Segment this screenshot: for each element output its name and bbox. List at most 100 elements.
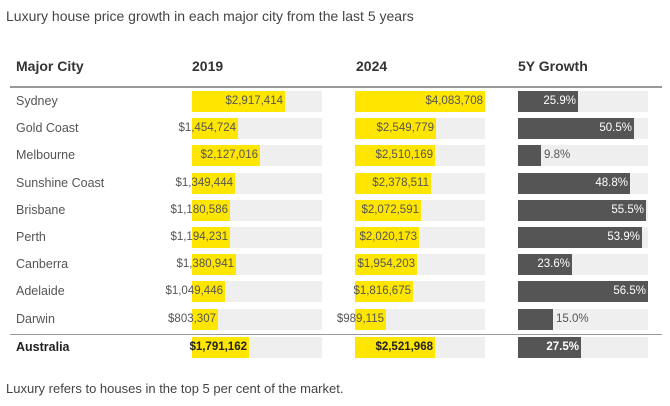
row-gold-coast-2019-bar — [192, 118, 238, 140]
total-divider — [10, 333, 662, 336]
row-brisbane-growth-bar — [518, 199, 646, 221]
row-adelaide-growth-bar — [518, 281, 648, 303]
row-melbourne-growth-label: 9.8% — [544, 149, 571, 162]
row-canberra-2024-label: $1,954,203 — [357, 258, 415, 271]
row-gold-coast-2019-label: $1,454,724 — [178, 122, 236, 135]
row-sunshine-coast-growth-label: 48.8% — [595, 176, 628, 189]
row-sunshine-coast-2024-label: $2,378,511 — [372, 176, 429, 189]
total-row-growth-track: 27.5% — [518, 336, 648, 358]
header-2024: 2024 — [356, 58, 388, 74]
row-sydney-city: Sydney — [16, 94, 58, 108]
total-row-growth-label: 27.5% — [546, 340, 579, 353]
row-perth-2024-track: $2,020,173 — [355, 227, 485, 248]
row-gold-coast-growth-bar — [518, 118, 634, 140]
row-perth-2019-track: $1,194,231 — [170, 227, 322, 248]
row-gold-coast-city: Gold Coast — [16, 121, 79, 136]
row-brisbane-2019-bar — [192, 199, 230, 221]
row-canberra-growth-bar — [518, 254, 572, 276]
row-sydney-2024-label: $4,083,708 — [425, 95, 483, 107]
row-sunshine-coast-2024-track: $2,378,511 — [355, 172, 485, 194]
row-adelaide-2019-label: $1,049,446 — [165, 285, 223, 298]
total-row-2024-bar — [355, 336, 435, 358]
row-brisbane-2024-label: $2,072,591 — [361, 203, 419, 216]
total-row-2019-track: $1,791,162 — [189, 336, 322, 358]
row-melbourne-2024-track: $2,510,169 — [355, 145, 485, 167]
row-sunshine-coast-growth-track: 48.8% — [518, 172, 648, 194]
row-sunshine-coast-2019-bar — [192, 172, 235, 194]
row-melbourne-2024-label: $2,510,169 — [375, 149, 433, 162]
row-sunshine-coast-2019-track: $1,349,444 — [175, 172, 322, 194]
row-canberra-growth-track: 23.6% — [518, 254, 648, 276]
row-brisbane-2024-bar — [355, 199, 421, 221]
total-row-2024-label: $2,521,968 — [375, 340, 433, 353]
row-melbourne-2019-track: $2,127,016 — [192, 145, 322, 167]
row-canberra-2024-bar — [355, 254, 417, 276]
row-sunshine-coast-2019-label: $1,349,444 — [175, 176, 233, 189]
row-melbourne-2019-label: $2,127,016 — [200, 149, 258, 162]
row-darwin-growth-label: 15.0% — [556, 312, 589, 325]
row-sydney-growth-label: 25.9% — [543, 95, 576, 107]
header-major-city: Major City — [16, 58, 84, 74]
row-darwin-2024-bar — [355, 308, 386, 330]
row-melbourne-growth-bar — [518, 145, 541, 167]
row-adelaide-city: Adelaide — [16, 284, 65, 299]
row-gold-coast-growth-track: 50.5% — [518, 118, 648, 140]
row-adelaide-2019-bar — [192, 281, 225, 303]
row-perth-growth-track: 53.9% — [518, 227, 648, 248]
row-gold-coast-2024-bar — [355, 118, 436, 140]
row-adelaide-2024-track: $1,816,675 — [353, 281, 485, 303]
row-darwin-2024-label: $989,115 — [336, 312, 384, 325]
total-row-2019-label: $1,791,162 — [189, 340, 247, 353]
row-adelaide-growth-label: 56.5% — [613, 285, 646, 298]
header-2019: 2019 — [192, 58, 224, 74]
row-perth-2024-label: $2,020,173 — [359, 231, 417, 243]
row-brisbane-growth-track: 55.5% — [518, 199, 648, 221]
row-adelaide-2024-bar — [355, 281, 413, 303]
row-perth-2019-label: $1,194,231 — [170, 231, 228, 243]
row-darwin-city: Darwin — [16, 311, 55, 326]
row-brisbane-2019-label: $1,180,586 — [170, 203, 228, 216]
row-brisbane-2024-track: $2,072,591 — [355, 199, 485, 221]
row-canberra-2019-track: $1,380,941 — [176, 254, 322, 276]
growth-table: Major City 2019 2024 5Y Growth Sydney $2,… — [6, 44, 666, 362]
row-perth-city: Perth — [16, 230, 46, 244]
row-sydney-growth-bar — [518, 91, 578, 112]
total-row-city: Australia — [16, 339, 70, 354]
row-melbourne-city: Melbourne — [16, 148, 76, 163]
header-divider — [10, 86, 662, 88]
total-row-2019-bar — [192, 336, 249, 358]
row-perth-2024-bar — [355, 227, 419, 248]
row-gold-coast-growth-label: 50.5% — [599, 122, 632, 135]
row-melbourne-growth-track: 9.8% — [518, 145, 648, 167]
row-gold-coast-2019-track: $1,454,724 — [178, 118, 322, 140]
total-row-growth-bar — [518, 336, 581, 358]
row-brisbane-growth-label: 55.5% — [611, 203, 644, 216]
header-5y-growth: 5Y Growth — [518, 58, 588, 74]
row-sunshine-coast-2024-bar — [355, 172, 431, 194]
row-adelaide-2019-track: $1,049,446 — [165, 281, 322, 303]
row-perth-growth-bar — [518, 227, 642, 248]
row-sydney-2024-bar — [355, 91, 485, 112]
row-adelaide-2024-label: $1,816,675 — [353, 285, 411, 298]
row-sydney-growth-track: 25.9% — [518, 91, 648, 112]
total-row-2024-track: $2,521,968 — [355, 336, 485, 358]
row-gold-coast-2024-track: $2,549,779 — [355, 118, 485, 140]
row-sydney-2024-track: $4,083,708 — [355, 91, 485, 112]
row-melbourne-2019-bar — [192, 145, 260, 167]
row-canberra-city: Canberra — [16, 257, 69, 272]
row-adelaide-growth-track: 56.5% — [518, 281, 648, 303]
row-darwin-2024-track: $989,115 — [337, 308, 485, 330]
row-darwin-2019-label: $803,307 — [168, 312, 216, 325]
footnote: Luxury refers to houses in the top 5 per… — [6, 381, 344, 396]
row-canberra-2024-track: $1,954,203 — [355, 254, 485, 276]
row-canberra-growth-label: 23.6% — [537, 258, 570, 271]
row-brisbane-city: Brisbane — [16, 202, 66, 217]
row-gold-coast-2024-label: $2,549,779 — [376, 122, 434, 135]
row-darwin-2019-track: $803,307 — [168, 308, 322, 330]
row-canberra-2019-bar — [192, 254, 236, 276]
row-canberra-2019-label: $1,380,941 — [176, 258, 234, 271]
row-brisbane-2019-track: $1,180,586 — [170, 199, 322, 221]
row-sydney-2019-label: $2,917,414 — [225, 95, 283, 107]
row-perth-growth-label: 53.9% — [607, 231, 640, 243]
row-sunshine-coast-growth-bar — [518, 172, 630, 194]
